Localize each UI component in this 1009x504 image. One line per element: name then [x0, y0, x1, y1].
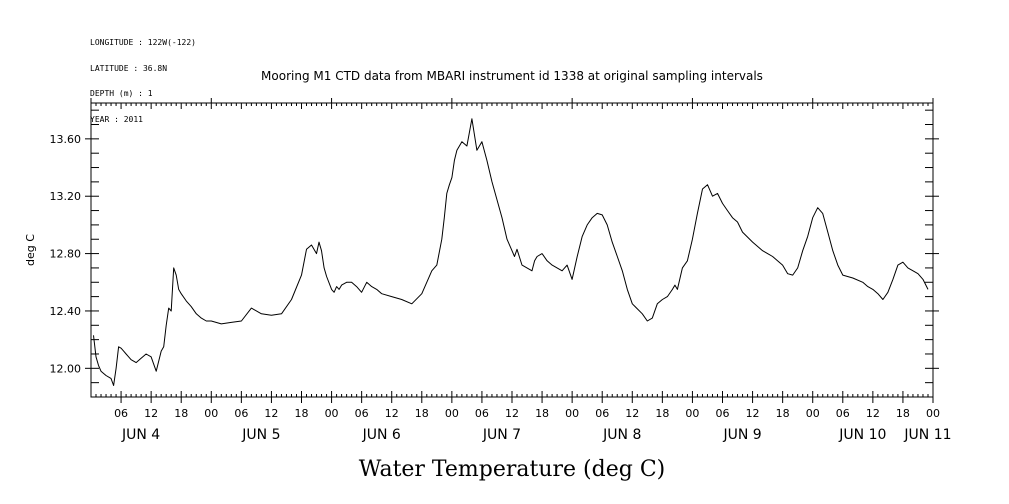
x-day-label: JUN 6	[362, 427, 401, 443]
x-tick-label: 12	[144, 407, 158, 420]
x-tick-label: 12	[866, 407, 880, 420]
y-axis-label: deg C	[24, 234, 37, 266]
x-tick-label: 18	[174, 407, 188, 420]
x-day-label: JUN 4	[121, 427, 160, 443]
x-tick-label: 06	[836, 407, 850, 420]
x-tick-label: 00	[685, 407, 699, 420]
x-tick-label: 18	[535, 407, 549, 420]
longitude-label: LONGITUDE : 122W(-122)	[90, 38, 196, 47]
y-tick-label: 12.40	[50, 305, 82, 318]
x-day-label: JUN 9	[722, 427, 761, 443]
x-axis-label: Water Temperature (deg C)	[359, 457, 666, 482]
x-tick-label: 12	[385, 407, 399, 420]
x-tick-label: 18	[896, 407, 910, 420]
x-day-label: JUN 5	[241, 427, 280, 443]
axes-layer: 06 12 18 00 06 12 18 00 06 12 18 00 06 12 18 00 06 12 18 00…	[50, 98, 952, 443]
x-tick-label: 18	[776, 407, 790, 420]
x-tick-label: 00	[926, 407, 940, 420]
depth-label: DEPTH (m) : 1	[90, 89, 153, 98]
x-day-label: JUN 11	[903, 427, 951, 443]
year-label: YEAR : 2011	[90, 114, 143, 124]
x-tick-label: 18	[655, 407, 669, 420]
x-tick-label: 12	[264, 407, 278, 420]
x-tick-label: 06	[355, 407, 369, 420]
x-tick-label: 06	[475, 407, 489, 420]
latitude-label: LATITUDE : 36.8N	[90, 63, 168, 73]
x-tick-label: 12	[505, 407, 519, 420]
x-tick-label: 00	[204, 407, 218, 420]
x-tick-label: 00	[325, 407, 339, 420]
series-line	[93, 118, 929, 386]
x-tick-label: 18	[415, 407, 429, 420]
y-tick-label: 12.80	[50, 248, 82, 261]
y-tick-label: 13.60	[50, 133, 82, 146]
x-tick-label: 06	[716, 407, 730, 420]
series-layer	[93, 118, 929, 386]
x-day-label: JUN 10	[838, 427, 886, 443]
x-tick-label: 06	[114, 407, 128, 420]
x-tick-label: 00	[565, 407, 579, 420]
x-tick-label: 12	[625, 407, 639, 420]
x-tick-label: 06	[595, 407, 609, 420]
chart-title: Mooring M1 CTD data from MBARI instrumen…	[261, 69, 763, 83]
x-day-label: JUN 8	[602, 427, 641, 443]
metadata-block: LONGITUDE : 122W(-122) LATITUDE : 36.8N …	[90, 22, 196, 133]
x-tick-label: 06	[234, 407, 248, 420]
y-tick-label: 13.20	[50, 190, 82, 203]
y-tick-label: 12.00	[50, 362, 82, 375]
x-day-label: JUN 7	[482, 427, 521, 443]
x-tick-label: 18	[295, 407, 309, 420]
x-tick-label: 00	[806, 407, 820, 420]
x-tick-label: 00	[445, 407, 459, 420]
x-tick-label: 12	[746, 407, 760, 420]
